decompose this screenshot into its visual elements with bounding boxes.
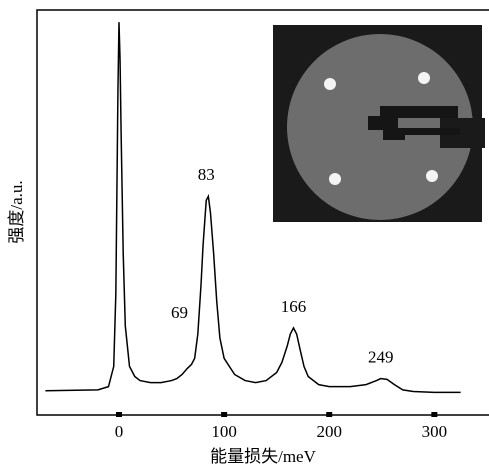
inset-spot — [426, 170, 438, 182]
x-tick-label: 100 — [211, 422, 237, 441]
y-axis-label: 强度/a.u. — [7, 180, 26, 243]
x-tick — [326, 412, 333, 417]
spectrum-line — [45, 22, 461, 394]
inset-image — [273, 25, 485, 222]
x-tick — [431, 412, 438, 417]
peak-annotation: 166 — [281, 297, 307, 316]
inset-spot — [329, 173, 341, 185]
peak-annotation: 83 — [198, 165, 215, 184]
inset-spot — [418, 72, 430, 84]
peak-annotation: 69 — [171, 303, 188, 322]
x-tick — [221, 412, 228, 417]
x-axis-label: 能量损失/meV — [210, 447, 316, 466]
x-tick-label: 0 — [115, 422, 124, 441]
x-tick-label: 200 — [316, 422, 342, 441]
plot-frame — [36, 9, 489, 416]
inset-holder — [368, 106, 460, 140]
x-tick — [115, 412, 122, 417]
x-tick-label: 300 — [422, 422, 448, 441]
peak-annotation: 249 — [368, 347, 394, 366]
inset-spot — [324, 78, 336, 90]
